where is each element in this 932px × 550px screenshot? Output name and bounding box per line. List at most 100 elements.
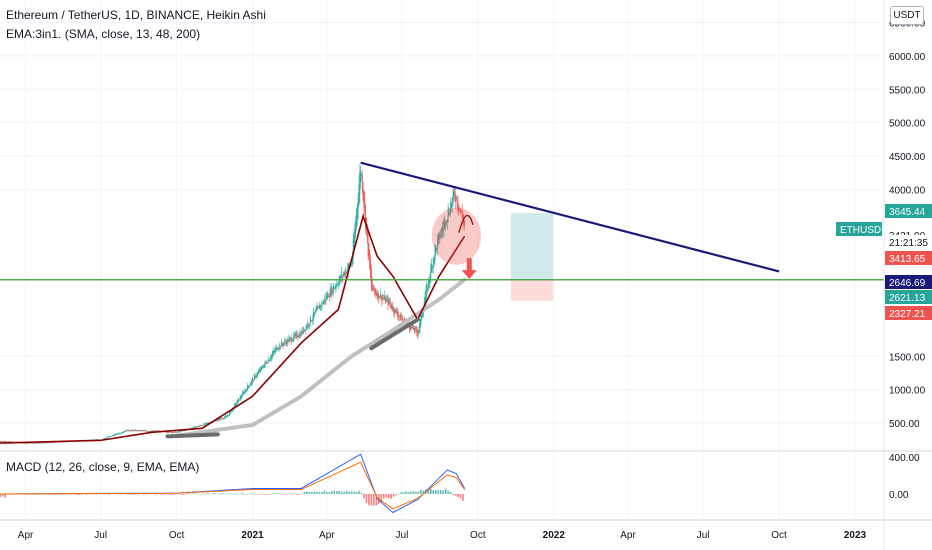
candle-body: [386, 298, 388, 300]
candle-body: [200, 425, 201, 427]
candle-body: [224, 417, 225, 419]
candle-body: [250, 382, 252, 386]
candle-body: [49, 442, 51, 444]
macd-histogram-bar: [397, 493, 400, 495]
macd-histogram-bar: [254, 494, 256, 495]
symbol-legend[interactable]: Ethereum / TetherUS, 1D, BINANCE, Heikin…: [6, 8, 266, 22]
candle-body: [281, 341, 282, 347]
candle-body: [249, 384, 251, 387]
candle-body: [139, 430, 140, 432]
candle-body: [415, 328, 417, 330]
candle-body: [449, 213, 451, 215]
candle-body: [385, 297, 386, 303]
candle-body: [36, 442, 38, 444]
macd-histogram-bar: [194, 493, 197, 494]
price-tick-label: 1500.00: [889, 352, 926, 363]
candle-body: [169, 431, 171, 433]
candle-body: [271, 353, 273, 357]
macd-histogram-bar: [276, 493, 279, 494]
candle-body: [148, 431, 149, 432]
candle-body: [241, 395, 243, 398]
time-tick-label: Oct: [771, 530, 787, 541]
candle-body: [388, 299, 390, 303]
candle-body: [5, 441, 7, 443]
macd-histogram-bar: [459, 494, 462, 499]
macd-histogram-bar: [43, 494, 46, 495]
candle-body: [364, 199, 366, 211]
candle-body: [261, 366, 263, 369]
price-tick-label: 6000.00: [889, 52, 926, 63]
candle-body: [221, 418, 223, 420]
macd-histogram-bar: [256, 494, 259, 495]
macd-histogram-bar: [308, 491, 311, 494]
candle-body: [439, 235, 441, 238]
candle-body: [242, 392, 244, 397]
candle-body: [227, 415, 229, 417]
candle-body: [334, 286, 336, 289]
candle-body: [153, 430, 154, 432]
indicator-legend[interactable]: EMA:3in1. (SMA, close, 13, 48, 200): [6, 27, 200, 41]
currency-button[interactable]: USDT: [890, 6, 924, 25]
candle-body: [336, 283, 338, 287]
candle-body: [40, 442, 41, 444]
candle-body: [32, 442, 34, 444]
macd-histogram-bar: [278, 493, 281, 494]
candle-body: [132, 430, 134, 432]
candle-body: [413, 326, 414, 330]
candle-body: [243, 391, 244, 395]
macd-histogram-bar: [150, 493, 152, 495]
candle-body: [358, 184, 360, 205]
candle-body: [428, 279, 430, 285]
candle-body: [379, 296, 381, 299]
price-tick-label: 4500.00: [889, 152, 926, 163]
macd-histogram-bar: [177, 493, 180, 495]
price-tick-label: 1000.00: [889, 386, 926, 397]
macd-histogram-bar: [358, 490, 360, 494]
candle-body: [435, 245, 437, 254]
candle-body: [140, 430, 142, 432]
candle-body: [166, 431, 168, 433]
macd-histogram-bar: [311, 492, 313, 494]
macd-histogram-bar: [392, 494, 395, 497]
macd-histogram-bar: [224, 493, 227, 495]
macd-histogram-bar: [130, 493, 133, 495]
candle-body: [322, 303, 324, 305]
price-tag-countdown: 21:21:35: [889, 238, 928, 249]
candle-body: [441, 228, 442, 236]
candle-body: [450, 202, 452, 214]
candle-body: [29, 442, 31, 444]
macd-histogram-bar: [48, 494, 51, 495]
candle-body: [323, 301, 324, 304]
candle-body: [403, 319, 405, 321]
candle-body: [458, 205, 460, 212]
macd-histogram-bar: [246, 493, 249, 495]
macd-histogram-bar: [229, 493, 232, 495]
candle-body: [238, 398, 239, 402]
macd-histogram-bar: [286, 494, 289, 495]
candle-body: [138, 430, 140, 431]
candle-body: [126, 430, 128, 432]
candle-body: [40, 442, 42, 444]
macd-histogram-bar: [142, 494, 145, 495]
macd-tick-label: 0.00: [889, 490, 909, 501]
candle-body: [175, 431, 177, 433]
candle-body: [406, 323, 408, 324]
candle-body: [400, 315, 402, 322]
candle-body: [302, 327, 304, 334]
candle-body: [288, 338, 290, 342]
macd-histogram-bar: [323, 490, 326, 494]
macd-legend[interactable]: MACD (12, 26, close, 9, EMA, EMA): [6, 460, 199, 474]
macd-histogram-bar: [400, 492, 402, 494]
candle-body: [286, 339, 288, 344]
price-tag-stop-bg: [885, 306, 932, 320]
candle-body: [274, 350, 276, 352]
candle-body: [109, 436, 111, 437]
candle-body: [238, 399, 240, 401]
candle-body: [361, 173, 362, 177]
candle-body: [453, 191, 455, 197]
macd-histogram-bar: [155, 494, 157, 495]
candle-body: [279, 344, 281, 349]
price-tag-red-upper: 3413.65: [889, 254, 926, 265]
candle-body: [300, 334, 301, 337]
